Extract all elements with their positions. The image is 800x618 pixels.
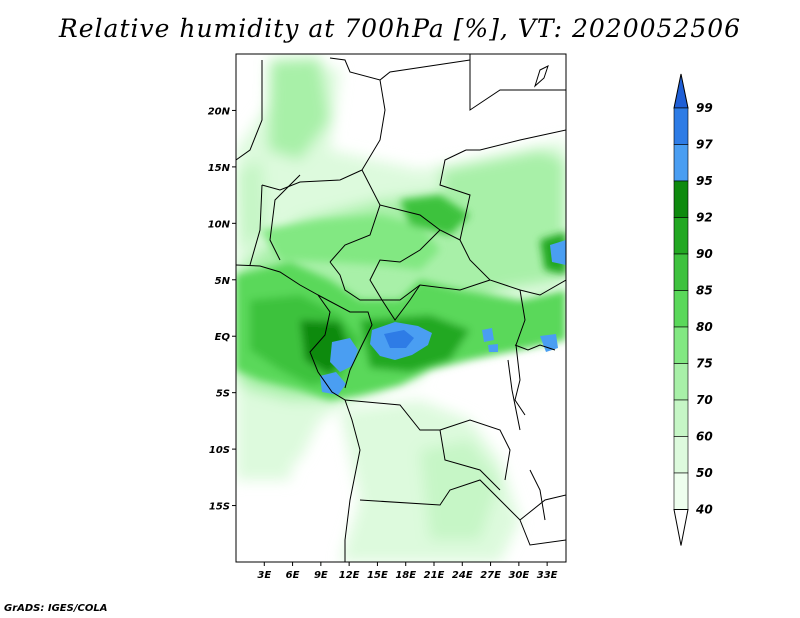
- latitude-axis: 20N 15N 10N 5N EQ 5S 10S 15S: [208, 106, 236, 513]
- coastline: [236, 264, 361, 562]
- lon-label-9E: 9E: [314, 570, 328, 581]
- colorbar-segment-75: [673, 363, 689, 401]
- border-egypt: [469, 54, 566, 111]
- lon-label-15E: 15E: [367, 570, 388, 581]
- colorbar-label-90: 90: [696, 247, 713, 261]
- colorbar-segment-70: [673, 399, 689, 437]
- lon-label-18E: 18E: [395, 570, 416, 581]
- chart-title: Relative humidity at 700hPa [%], VT: 202…: [58, 14, 742, 43]
- lon-label-33E: 33E: [537, 570, 558, 581]
- lon-label-27E: 27E: [480, 570, 501, 581]
- lat-label-5N: 5N: [215, 276, 231, 287]
- border-drc-east: [514, 289, 526, 416]
- lat-label-15S: 15S: [209, 502, 230, 513]
- colorbar-label-40: 40: [695, 503, 713, 517]
- colorbar-label-80: 80: [696, 320, 713, 334]
- border-benin: [269, 174, 301, 261]
- border-niger-chad: [329, 79, 386, 263]
- border-west-sahara: [236, 60, 263, 161]
- border-chad-sudan: [379, 149, 471, 241]
- lake-victoria: [514, 344, 556, 351]
- colorbar-label-92: 92: [696, 211, 713, 225]
- border-south-sudan: [459, 239, 566, 296]
- colorbar-label-95: 95: [696, 174, 713, 188]
- country-borders: [236, 54, 566, 562]
- colorbar-segment-92: [673, 217, 689, 255]
- lon-label-12E: 12E: [339, 570, 360, 581]
- border-north: [329, 57, 471, 81]
- colorbar-label-85: 85: [696, 284, 713, 298]
- lat-label-10S: 10S: [209, 445, 230, 456]
- colorbar-segment-85: [673, 290, 689, 328]
- colorbar-label-60: 60: [696, 430, 713, 444]
- border-car: [369, 229, 491, 301]
- lat-label-EQ: EQ: [215, 332, 231, 343]
- lat-label-20N: 20N: [208, 106, 231, 117]
- border-zambia: [439, 419, 511, 481]
- colorbar-top-arrow: [673, 73, 689, 109]
- colorbar-segment-80: [673, 326, 689, 364]
- border-drc-north: [381, 284, 421, 321]
- border-zimbabwe: [519, 519, 566, 546]
- longitude-axis: 3E 6E 9E 12E 15E 18E 21E 24E 27E 30E 33E: [257, 562, 558, 581]
- lake-malawi: [529, 469, 546, 521]
- colorbar: 99 97 95 92 90 85 80 75 70 60 50 40: [673, 73, 713, 546]
- colorbar-segment-95: [673, 180, 689, 218]
- lon-label-30E: 30E: [508, 570, 529, 581]
- colorbar-segment-97: [673, 144, 689, 182]
- colorbar-label-50: 50: [696, 466, 713, 480]
- lon-label-3E: 3E: [257, 570, 271, 581]
- field-high-core: [320, 240, 566, 395]
- map-frame: [235, 53, 567, 563]
- sinai-coast: [533, 65, 549, 88]
- lat-label-15N: 15N: [208, 163, 231, 174]
- colorbar-label-97: 97: [696, 138, 713, 152]
- border-cameroon: [329, 261, 382, 301]
- colorbar-label-70: 70: [696, 393, 713, 407]
- border-niger-mali: [261, 169, 363, 191]
- lon-label-24E: 24E: [452, 570, 473, 581]
- colorbar-segment-50: [673, 472, 689, 510]
- border-namibia: [359, 479, 566, 521]
- colorbar-segment-90: [673, 253, 689, 291]
- lat-label-5S: 5S: [216, 389, 230, 400]
- lon-label-6E: 6E: [286, 570, 300, 581]
- humidity-field: [236, 54, 566, 562]
- grads-credit: GrADS: IGES/COLA: [4, 603, 108, 614]
- border-sudan-north: [466, 129, 566, 151]
- border-congo: [317, 294, 373, 389]
- colorbar-label-75: 75: [696, 357, 713, 371]
- border-ghana: [249, 184, 263, 266]
- colorbar-segment-99: [673, 107, 689, 145]
- lat-label-10N: 10N: [208, 219, 231, 230]
- lon-label-21E: 21E: [424, 570, 445, 581]
- colorbar-segment-60: [673, 436, 689, 474]
- lake-tanganyika: [507, 359, 521, 431]
- colorbar-bottom-arrow: [673, 509, 689, 546]
- colorbar-label-99: 99: [696, 101, 713, 115]
